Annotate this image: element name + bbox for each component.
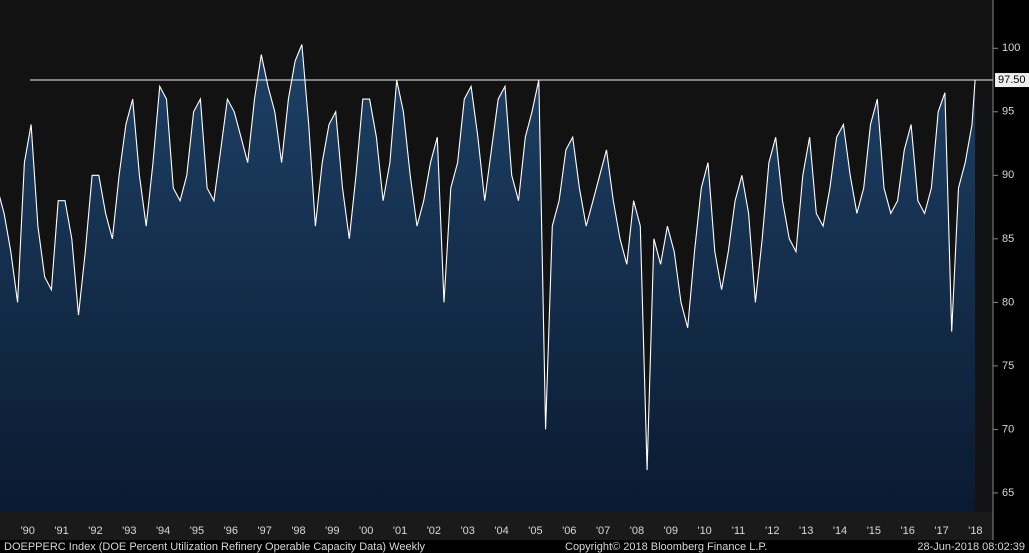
x-tick-label: '12 bbox=[765, 525, 779, 537]
footer-center: Copyright© 2018 Bloomberg Finance L.P. bbox=[565, 541, 767, 553]
x-axis-band bbox=[0, 512, 993, 540]
x-tick-label: '09 bbox=[664, 525, 678, 537]
x-tick-label: '99 bbox=[325, 525, 339, 537]
x-tick-label: '04 bbox=[494, 525, 508, 537]
footer-left: DOEPPERC Index (DOE Percent Utilization … bbox=[4, 541, 426, 553]
x-tick-label: '90 bbox=[21, 525, 35, 537]
x-tick-label: '06 bbox=[562, 525, 576, 537]
data-line bbox=[0, 44, 976, 471]
y-tick-label: 80 bbox=[1002, 296, 1014, 308]
y-tick-label: 65 bbox=[1002, 487, 1014, 499]
footer-right: 28-Jun-2018 08:02:39 bbox=[917, 541, 1025, 553]
y-tick-label: 70 bbox=[1002, 423, 1014, 435]
reference-label-box bbox=[995, 73, 1029, 88]
x-tick-label: '13 bbox=[799, 525, 813, 537]
x-tick-label: '18 bbox=[968, 525, 982, 537]
x-tick-label: '08 bbox=[630, 525, 644, 537]
x-tick-label: '02 bbox=[427, 525, 441, 537]
x-tick-label: '15 bbox=[867, 525, 881, 537]
x-tick-label: '16 bbox=[901, 525, 915, 537]
x-tick-label: '10 bbox=[697, 525, 711, 537]
x-tick-label: '01 bbox=[393, 525, 407, 537]
y-tick-label: 85 bbox=[1002, 233, 1014, 245]
x-tick-label: '17 bbox=[934, 525, 948, 537]
x-tick-label: '00 bbox=[359, 525, 373, 537]
y-tick-label: 90 bbox=[1002, 169, 1014, 181]
x-tick-label: '91 bbox=[54, 525, 68, 537]
x-tick-label: '97 bbox=[257, 525, 271, 537]
x-tick-label: '93 bbox=[122, 525, 136, 537]
reference-label: 97.50 bbox=[998, 74, 1026, 86]
x-tick-label: '11 bbox=[732, 525, 746, 537]
x-tick-label: '03 bbox=[461, 525, 475, 537]
x-tick-label: '07 bbox=[596, 525, 610, 537]
x-tick-label: '98 bbox=[291, 525, 305, 537]
x-tick-label: '05 bbox=[528, 525, 542, 537]
x-tick-label: '94 bbox=[156, 525, 170, 537]
y-tick-label: 100 bbox=[1002, 42, 1020, 54]
y-tick-label: 75 bbox=[1002, 360, 1014, 372]
x-tick-label: '96 bbox=[224, 525, 238, 537]
area-fill bbox=[0, 44, 976, 512]
x-tick-label: '95 bbox=[190, 525, 204, 537]
x-tick-label: '92 bbox=[88, 525, 102, 537]
x-tick-label: '14 bbox=[833, 525, 847, 537]
y-tick-label: 95 bbox=[1002, 106, 1014, 118]
